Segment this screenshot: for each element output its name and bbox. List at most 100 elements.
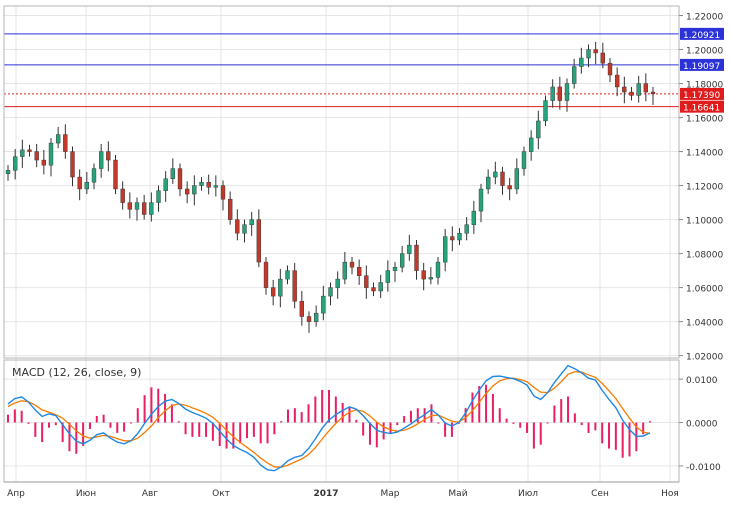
price-tick-label: 1.16000 (686, 115, 723, 125)
macd-tick-label: 0.0100 (686, 376, 718, 386)
candle-up (514, 168, 520, 190)
level-price-label: 1.19097 (683, 62, 720, 72)
macd-histogram-bar (150, 387, 153, 423)
candle-up (536, 120, 541, 139)
price-tick-label: 1.18000 (686, 81, 723, 91)
macd-histogram-bar (129, 422, 132, 424)
candle-down (206, 181, 211, 188)
macd-histogram-bar (116, 422, 119, 433)
macd-histogram-bar (546, 422, 549, 424)
candle-up (435, 261, 441, 278)
macd-histogram-bar (396, 422, 399, 426)
macd-histogram-bar (170, 404, 173, 423)
macd-histogram-bar (13, 409, 16, 423)
candle-up (48, 142, 54, 166)
candle-up (12, 156, 18, 171)
macd-histogram-bar (300, 412, 303, 423)
macd-histogram-bar (293, 408, 296, 423)
candle-up (278, 278, 283, 297)
candle-up (636, 83, 641, 96)
macd-histogram-bar (321, 389, 324, 423)
macd-histogram-bar (7, 414, 9, 423)
macd-histogram-bar (478, 386, 481, 423)
candle-down (263, 261, 269, 288)
macd-histogram-bar (307, 404, 310, 423)
macd-histogram-bar (403, 416, 406, 423)
candle-up (84, 181, 90, 190)
macd-histogram-bar (280, 421, 283, 423)
candle-down (113, 159, 118, 190)
macd-histogram-bar (471, 392, 474, 423)
candle-up (192, 185, 197, 195)
macd-title: MACD (12, 26, close, 9) (12, 366, 141, 379)
candle-down (650, 91, 656, 94)
macd-histogram-bar (464, 408, 467, 423)
candle-up (579, 57, 584, 67)
macd-histogram-bar (430, 404, 433, 423)
candle-down (34, 151, 39, 161)
candle-up (134, 202, 140, 210)
macd-histogram-bar (184, 422, 187, 435)
candle-up (55, 134, 61, 144)
candle-down (421, 270, 426, 280)
candle-up (457, 232, 462, 241)
macd-histogram-bar (198, 422, 201, 437)
macd-histogram-bar (328, 389, 330, 423)
time-axis-label: Июл (518, 489, 538, 499)
candle-up (471, 210, 477, 225)
macd-signal-line (7, 371, 651, 468)
level-price-tag (680, 87, 724, 100)
candle-down (177, 168, 183, 190)
price-tick-label: 1.12000 (686, 183, 723, 193)
time-axis-label: Ноя (661, 489, 679, 499)
candle-down (364, 275, 369, 288)
macd-histogram-bar (239, 422, 242, 444)
price-tick-label: 1.04000 (686, 319, 723, 329)
candle-down (63, 134, 68, 152)
candle-up (321, 295, 326, 314)
macd-histogram-bar (437, 422, 440, 424)
macd-histogram-bar (252, 422, 255, 437)
macd-histogram-bar (409, 410, 412, 423)
candle-up (493, 171, 498, 178)
candle-down (220, 185, 226, 200)
macd-histogram-bar (177, 421, 180, 423)
macd-histogram-bar (553, 405, 556, 423)
macd-histogram-bar (47, 422, 50, 428)
macd-histogram-bar (75, 422, 78, 454)
macd-histogram-bar (649, 421, 651, 423)
candle-up (213, 185, 219, 188)
macd-histogram-bar (614, 422, 617, 450)
macd-histogram-bar (621, 422, 624, 458)
candle-down (256, 219, 262, 263)
macd-histogram-bar (628, 422, 631, 457)
time-axis-label: Окт (212, 489, 230, 499)
macd-histogram-bar (519, 422, 522, 428)
macd-histogram-bar (450, 422, 453, 437)
candle-up (571, 66, 577, 84)
level-price-tag (680, 27, 724, 40)
macd-tick-label: 0.0000 (686, 420, 718, 430)
macd-histogram-bar (587, 422, 590, 433)
macd-histogram-bar (314, 396, 317, 423)
candle-down (614, 74, 620, 88)
candle-up (550, 86, 555, 101)
candle-up (478, 188, 484, 212)
candle-up (342, 261, 348, 280)
macd-histogram-bar (573, 413, 576, 423)
candle-down (41, 159, 47, 166)
macd-histogram-bar (123, 422, 126, 432)
candle-up (313, 312, 319, 322)
level-price-label: 1.17390 (683, 91, 720, 101)
macd-histogram-bar (416, 408, 419, 423)
macd-histogram-bar (287, 409, 290, 423)
candle-down (141, 202, 147, 215)
macd-histogram-bar (505, 418, 508, 423)
macd-line (7, 364, 651, 472)
macd-histogram-bar (41, 422, 44, 443)
macd-histogram-bar (362, 422, 365, 436)
macd-histogram-bar (375, 422, 378, 448)
candle-down (349, 261, 355, 268)
